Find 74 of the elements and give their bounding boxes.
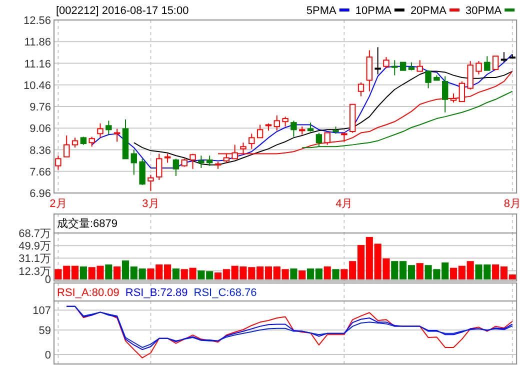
y-tick-label: 6.96 [30, 188, 51, 200]
candlestick [106, 120, 112, 136]
candlestick [206, 155, 213, 166]
x-tick-label: 4月 [336, 198, 353, 210]
bar [172, 268, 180, 280]
line-series [302, 90, 513, 148]
bar [324, 266, 331, 280]
candlestick [484, 56, 490, 71]
y-tick-label: 9.06 [30, 123, 51, 136]
candlestick [366, 50, 373, 92]
text: RSI_C:68.76 [194, 287, 257, 299]
bar [80, 266, 87, 280]
chart-title: 成交量:6879 [57, 217, 118, 230]
candlestick [156, 153, 162, 181]
bar [298, 270, 306, 280]
y-tick-label: 68.7万 [18, 228, 51, 240]
candlestick [374, 46, 381, 75]
candlestick [139, 158, 146, 186]
candlestick [248, 133, 255, 150]
legend-label: 10PMA [355, 5, 392, 17]
y-tick-label: 11.86 [24, 36, 51, 49]
line-series [133, 70, 513, 166]
candlestick [442, 76, 448, 113]
y-tick-label: 11.16 [24, 58, 51, 70]
candlestick [358, 82, 364, 97]
bar [105, 264, 112, 280]
candlestick [458, 80, 466, 102]
candlestick [130, 149, 138, 176]
candlestick [88, 136, 95, 148]
y-tick-label: 59 [38, 325, 51, 338]
candlestick [148, 174, 154, 192]
candlestick [476, 60, 482, 75]
candlestick [55, 155, 62, 170]
x-tick-label: 8月 [504, 198, 520, 210]
legend-label: 20PMA [410, 5, 448, 17]
candlestick [72, 137, 78, 148]
candlestick [492, 56, 499, 70]
candlestick [64, 135, 70, 158]
candlestick [416, 60, 423, 72]
candlestick [198, 155, 204, 168]
x-tick-label: 3月 [142, 198, 160, 210]
bar [114, 266, 121, 280]
y-tick-label: 9.76 [30, 102, 51, 114]
candlestick [467, 60, 474, 90]
candlestick [256, 124, 264, 138]
y-tick-label: 49.9万 [18, 240, 51, 253]
series-label: RSI_A:80.09 [57, 287, 120, 299]
candlestick [392, 60, 398, 76]
candlestick [97, 122, 104, 138]
chart-title: [002212] 2016-08-17 15:00 [56, 5, 189, 17]
bar [332, 269, 340, 280]
candlestick [190, 153, 196, 170]
candlestick [425, 70, 432, 89]
bar [290, 268, 298, 280]
y-tick-label: 7.66 [30, 166, 51, 178]
bar [416, 263, 424, 280]
candlestick [324, 132, 330, 146]
candlestick [114, 128, 120, 142]
candlestick [383, 56, 390, 69]
candlestick [290, 120, 297, 138]
candlestick [274, 114, 280, 132]
series-label: RSI_B:72.89 [125, 287, 188, 299]
x-tick-label: 2月 [50, 198, 67, 210]
candlestick [172, 158, 180, 177]
legend-label: 5PMA [306, 5, 338, 17]
candlestick [500, 52, 508, 63]
legend-label: 30PMA [466, 5, 502, 17]
y-tick-label: 107 [32, 305, 51, 318]
candlestick [282, 116, 288, 128]
y-tick-label: 31.1万 [18, 253, 51, 266]
y-tick-label: 8.36 [30, 144, 51, 157]
y-tick-label: 10.46 [23, 80, 51, 92]
y-tick-label: 0 [44, 350, 51, 362]
y-tick-label: 12.56 [23, 15, 51, 27]
